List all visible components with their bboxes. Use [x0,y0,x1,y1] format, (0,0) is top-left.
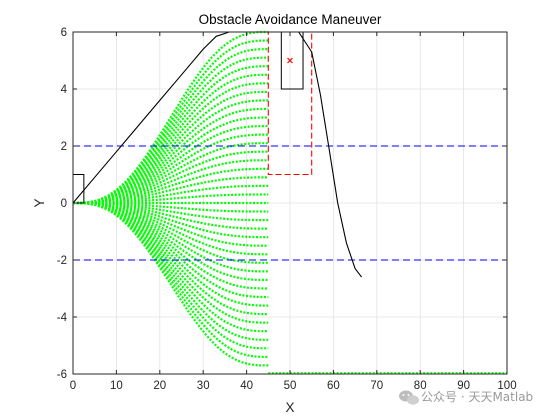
y-tick-label: -2 [57,255,67,267]
watermark-text: 公众号 · 天天Matlab [421,390,533,404]
x-tick-label: 10 [110,380,123,392]
candidate-path [73,201,269,367]
x-tick-label: 50 [284,380,297,392]
x-tick-label: 100 [497,380,516,392]
x-tick-label: 20 [153,380,166,392]
x-tick-label: 80 [414,380,427,392]
x-tick-label: 60 [327,380,340,392]
x-tick-label: 0 [70,380,76,392]
x-tick-label: 40 [240,380,253,392]
y-tick-label: 2 [61,141,67,153]
x-tick-label: 30 [197,380,210,392]
y-axis-label: Y [32,198,47,207]
lane-boundaries [73,145,507,261]
x-tick-label: 90 [457,380,470,392]
x-axis-label: X [285,400,294,415]
chart-title: Obstacle Avoidance Maneuver [199,12,382,27]
candidate-paths [73,30,507,374]
y-tick-label: 4 [61,84,68,96]
obstacle-center-marker [287,57,293,64]
ticks: 0 10 20 30 40 50 60 70 80 90 100 -6 -4 -2 0 2 4 6 [57,27,517,392]
y-tick-label: -6 [57,369,67,381]
y-tick-label: 0 [61,198,67,210]
y-tick-label: 6 [61,27,67,39]
wechat-icon [399,390,419,405]
y-tick-label: -4 [57,312,68,324]
watermark: 公众号 · 天天Matlab [399,390,533,405]
x-tick-label: 70 [370,380,383,392]
